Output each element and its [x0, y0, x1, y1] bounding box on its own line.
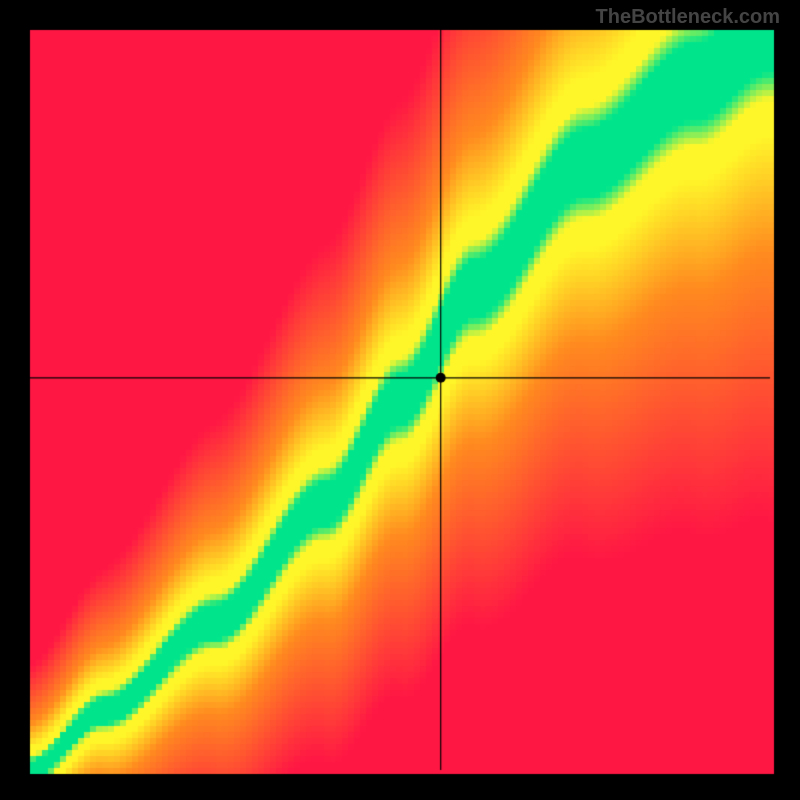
watermark-text: TheBottleneck.com: [596, 6, 780, 29]
bottleneck-heatmap-canvas: [0, 0, 800, 800]
chart-container: TheBottleneck.com: [0, 0, 800, 800]
